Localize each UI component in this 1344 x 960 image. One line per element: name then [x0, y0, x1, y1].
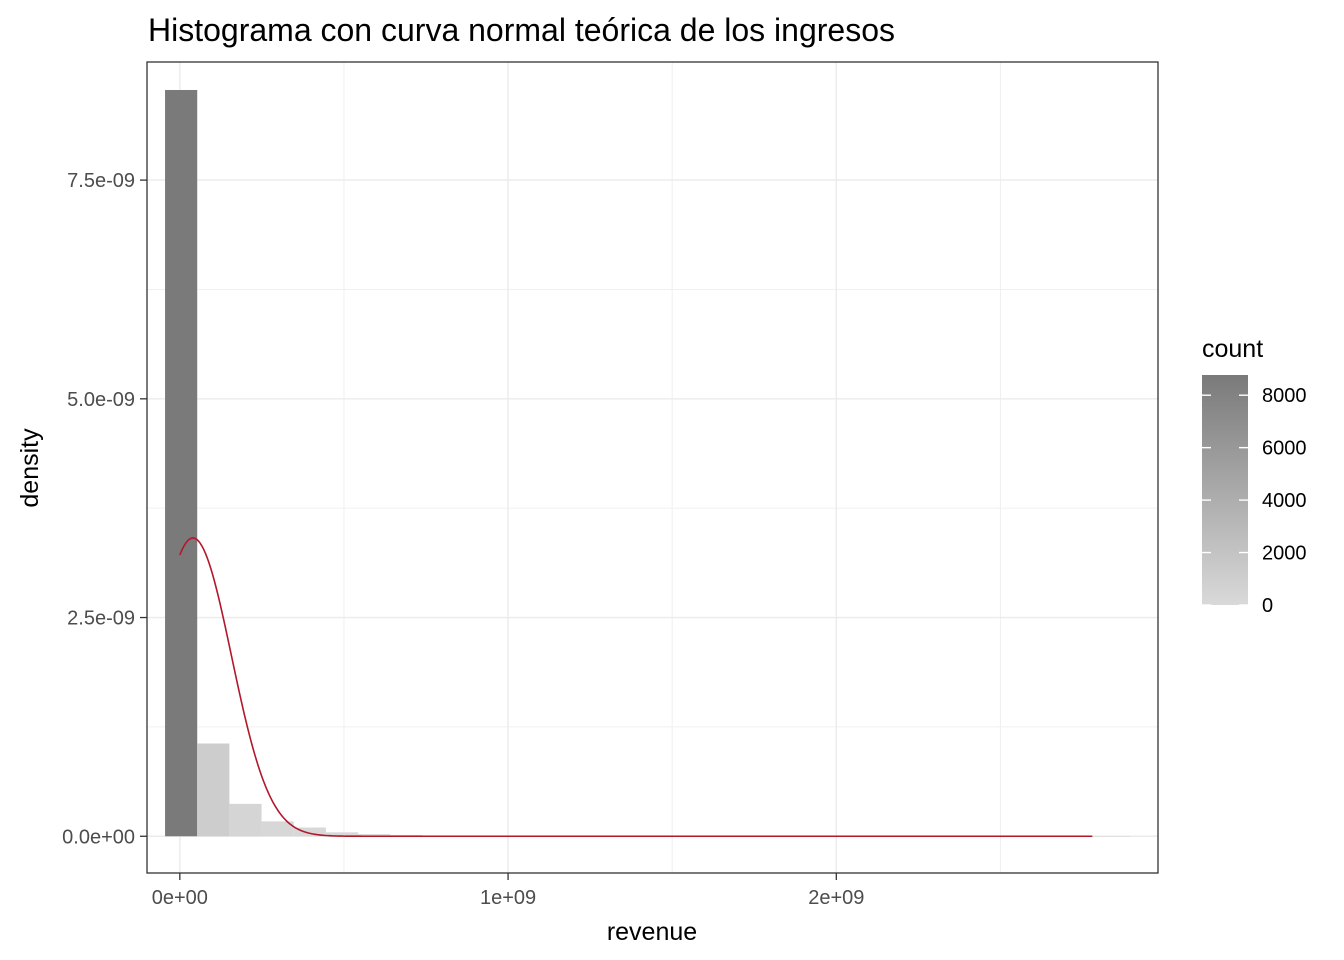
x-axis-ticks: 0e+00 1e+09 2e+09	[152, 873, 864, 909]
x-tick-label: 0e+00	[152, 887, 208, 909]
plot-panel-border	[146, 61, 1159, 874]
histogram-bar	[229, 803, 262, 837]
normal-curve	[179, 537, 1093, 838]
histogram-bar	[197, 743, 230, 837]
y-tick-label: 5.0e-09	[67, 389, 135, 411]
histogram-bar	[261, 821, 294, 837]
y-tick-label: 0.0e+00	[62, 826, 135, 848]
y-tick-label: 2.5e-09	[67, 608, 135, 630]
minor-gridlines	[147, 62, 1158, 873]
legend-title: count	[1202, 335, 1263, 363]
fill-legend: count 0 2000 4000 6000 8000	[1202, 335, 1307, 617]
legend-tick-label: 8000	[1262, 385, 1307, 407]
chart-title: Histograma con curva normal teórica de l…	[148, 12, 895, 48]
histogram-bars	[165, 89, 1131, 837]
x-axis-title: revenue	[607, 918, 697, 946]
legend-tick-label: 2000	[1262, 543, 1307, 565]
x-tick-label: 2e+09	[808, 887, 864, 909]
y-axis-title: density	[16, 428, 44, 508]
legend-tick-label: 0	[1262, 595, 1273, 617]
legend-tick-label: 6000	[1262, 438, 1307, 460]
histogram-bar	[1097, 836, 1131, 837]
legend-ticks: 0 2000 4000 6000 8000	[1202, 385, 1307, 617]
x-tick-label: 1e+09	[480, 887, 536, 909]
histogram-bar	[358, 834, 391, 837]
plot-panel-background	[147, 62, 1158, 873]
y-tick-label: 7.5e-09	[67, 170, 135, 192]
histogram-bar	[165, 89, 198, 837]
histogram-bar	[325, 832, 359, 837]
legend-colorbar	[1202, 375, 1248, 605]
legend-tick-label: 4000	[1262, 490, 1307, 512]
y-axis-ticks: 0.0e+00 2.5e-09 5.0e-09 7.5e-09	[62, 170, 147, 848]
histogram-bar	[293, 827, 326, 837]
